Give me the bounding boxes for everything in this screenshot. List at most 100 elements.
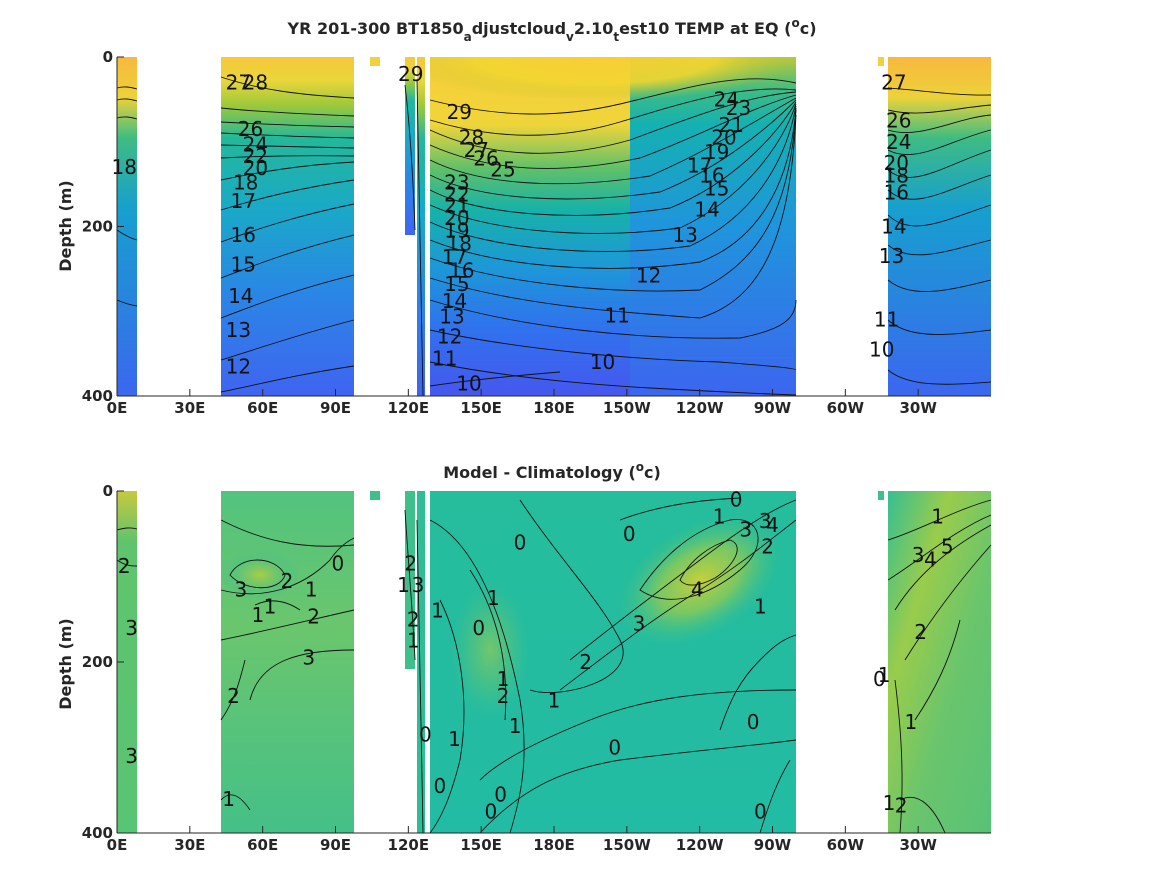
ocean-segment-indonesia-strip: [405, 57, 415, 235]
contour-label: 1: [497, 667, 510, 691]
contour-label: 2: [914, 620, 927, 644]
contour-label: 18: [233, 170, 258, 194]
contour-label: 21: [444, 193, 469, 217]
x-tick-label: 60W: [827, 836, 865, 854]
contour-label: 1: [431, 599, 444, 623]
contour-label: 11: [604, 303, 629, 327]
contour-label: 23: [726, 96, 751, 120]
contour-label: 25: [490, 158, 515, 182]
contour-label: 1: [222, 787, 235, 811]
contour-label: 2: [579, 650, 592, 674]
x-ticks-anomaly: 0E 30E 60E 90E 120E 150E 180E 150W 120W 90W 60W 30W: [107, 826, 937, 854]
x-tick-label: 60E: [247, 836, 278, 854]
contour-label: 1: [251, 603, 264, 627]
contour-label: 29: [447, 100, 472, 124]
contour-label: 4: [766, 513, 779, 537]
contour-label: 1: [878, 663, 891, 687]
contour-label: 15: [444, 272, 469, 296]
contour-label: 14: [694, 198, 719, 222]
title-anomaly: Model - Climatology (oc): [443, 460, 661, 482]
x-tick-label: 120E: [388, 399, 430, 417]
contour-label: 4: [691, 577, 704, 601]
x-tick-label: 90E: [320, 836, 351, 854]
contour-label: 28: [243, 70, 268, 94]
contour-label: 20: [243, 156, 268, 180]
contour-label: 22: [444, 182, 469, 206]
contour-label: 1: [548, 688, 561, 712]
x-tick-label: 60W: [827, 399, 865, 417]
contour-label: 1: [754, 594, 767, 618]
anomaly-warm-west-pacific: [450, 580, 530, 720]
contour-label: 3: [412, 573, 425, 597]
contour-label: 1: [487, 586, 500, 610]
contour-label: 27: [881, 70, 906, 94]
contour-label: 3: [633, 612, 646, 636]
contour-label: 1: [448, 727, 461, 751]
contour-label: 16: [231, 223, 256, 247]
contour-label: 14: [881, 215, 906, 239]
contour-label: 12: [226, 354, 251, 378]
contour-label: 3: [125, 744, 138, 768]
x-tick-label: 150E: [460, 399, 502, 417]
contour-label: 4: [924, 547, 937, 571]
contour-label: 3: [302, 646, 315, 670]
contour-label: 3: [759, 509, 772, 533]
contour-label: 0: [747, 710, 760, 734]
contour-label: 24: [714, 87, 739, 111]
contour-label: 26: [238, 117, 263, 141]
y-tick-label: 200: [82, 653, 113, 671]
contour-label: 13: [672, 223, 697, 247]
x-tick-label: 90W: [754, 836, 792, 854]
contour-label: 14: [228, 284, 253, 308]
isotherm-contours: [116, 76, 992, 397]
contour-label: 13: [439, 304, 464, 328]
contour-label: 16: [884, 181, 909, 205]
contour-label: 10: [869, 337, 894, 361]
contour-label: 3: [912, 543, 925, 567]
contour-label: 3: [739, 517, 752, 541]
x-ticks-temperature: 0E 30E 60E 90E 120E 150E 180E 150W 120W 90W 60W 30W: [107, 389, 937, 417]
contour-label: 1: [883, 791, 896, 815]
x-tick-label: 120W: [676, 836, 724, 854]
contour-label: 0: [419, 723, 432, 747]
contour-label: 3: [234, 577, 247, 601]
anomaly-contours: [116, 497, 992, 834]
contour-label: 0: [514, 530, 527, 554]
contour-label: 2: [281, 569, 294, 593]
contour-label: 15: [704, 176, 729, 200]
contour-label: 11: [432, 347, 457, 371]
contour-label: 2: [497, 684, 510, 708]
contour-label: 18: [884, 164, 909, 188]
contour-label: 10: [456, 371, 481, 395]
contour-label: 0: [472, 616, 485, 640]
contour-label: 2: [761, 535, 774, 559]
ocean-segment-atlantic-west: [888, 57, 991, 396]
contour-label: 17: [687, 153, 712, 177]
contour-label: 10: [590, 350, 615, 374]
x-tick-label: 120W: [676, 399, 724, 417]
contour-label: 16: [699, 164, 724, 188]
contour-labels-temperature: 2827262422201817161514131218292928272625…: [112, 62, 912, 395]
ocean-segment-atlantic-east: [117, 57, 137, 396]
contour-label: 26: [473, 147, 498, 171]
contour-label: 20: [711, 126, 736, 150]
contour-label: 0: [332, 552, 345, 576]
contour-label: 1: [407, 629, 420, 653]
x-tick-label: 30E: [174, 836, 205, 854]
contour-label: 0: [434, 774, 447, 798]
contour-label: 13: [226, 318, 251, 342]
contour-label: 29: [398, 62, 423, 86]
contour-label: 0: [730, 488, 743, 512]
contour-label: 0: [494, 783, 507, 807]
contour-label: 16: [449, 259, 474, 283]
x-tick-label: 90E: [320, 399, 351, 417]
contour-label: 3: [125, 616, 138, 640]
ocean-segment-atlantic-east-2: [117, 491, 137, 833]
contour-label: 22: [243, 144, 268, 168]
y-ticks-temperature: 0 200 400: [82, 48, 124, 405]
contour-label: 1: [397, 573, 410, 597]
contour-label: 23: [444, 170, 469, 194]
x-tick-label: 180E: [533, 836, 575, 854]
